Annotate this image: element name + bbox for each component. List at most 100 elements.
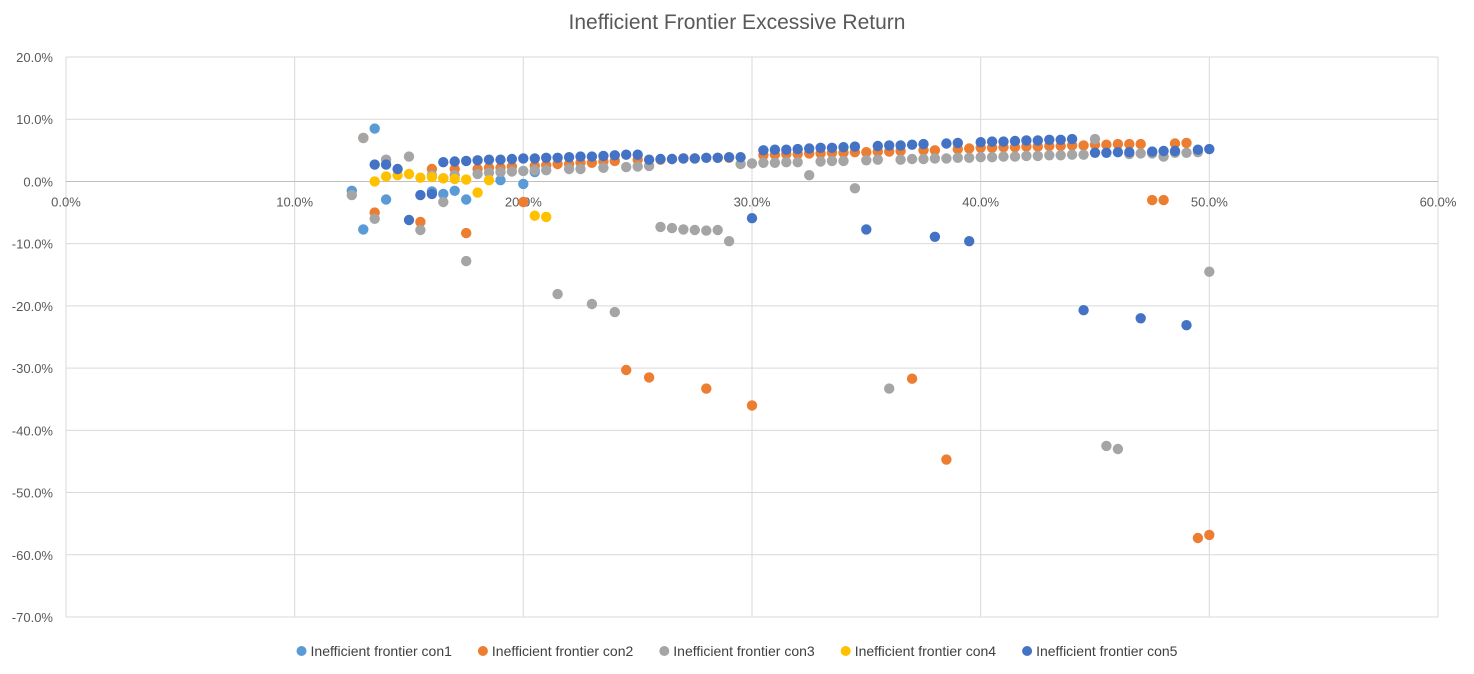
legend-label: Inefficient frontier con2	[492, 643, 634, 659]
data-point-con2	[1158, 194, 1169, 206]
data-point-con3	[712, 224, 723, 236]
data-point-con3	[758, 157, 769, 168]
data-point-con4	[541, 211, 552, 223]
data-point-con4	[472, 187, 483, 198]
data-point-con3	[529, 165, 540, 176]
legend-marker	[477, 646, 488, 656]
data-point-con2	[643, 372, 655, 383]
data-point-con4	[369, 176, 380, 187]
legend-item-con2: Inefficient frontier con2	[477, 643, 634, 659]
data-point-con5	[1032, 135, 1044, 146]
data-point-con3	[678, 224, 689, 235]
legend-item-con3: Inefficient frontier con3	[659, 643, 815, 659]
data-point-con2	[1135, 138, 1146, 150]
legend-item-con5: Inefficient frontier con5	[1022, 643, 1178, 659]
data-point-con5	[655, 153, 666, 165]
data-point-con5	[552, 152, 563, 163]
data-point-con5	[758, 145, 769, 156]
data-point-con5	[1135, 313, 1146, 324]
data-point-con5	[1112, 147, 1124, 158]
data-point-con5	[1055, 134, 1066, 145]
data-point-con1	[358, 224, 369, 235]
data-point-con5	[1078, 305, 1089, 316]
data-point-con3	[1009, 151, 1021, 162]
data-point-con5	[575, 151, 586, 162]
data-point-con3	[541, 165, 552, 176]
data-point-con1	[380, 194, 392, 205]
data-point-con5	[701, 152, 712, 163]
data-point-con5	[872, 140, 883, 152]
data-point-con2	[1078, 140, 1089, 151]
data-point-con5	[838, 142, 849, 153]
data-point-con5	[1044, 134, 1055, 145]
data-point-con5	[952, 137, 963, 149]
y-tick-label: -50.0%	[12, 486, 54, 501]
horizontal-gridlines	[66, 56, 1438, 618]
data-point-con5	[906, 139, 918, 150]
legend-label: Inefficient frontier con3	[673, 643, 815, 659]
data-point-con3	[1055, 150, 1066, 161]
data-point-con3	[1204, 266, 1215, 277]
data-point-con3	[838, 155, 849, 167]
data-point-con3	[415, 224, 426, 236]
data-point-con3	[998, 151, 1009, 162]
data-point-con4	[438, 173, 449, 184]
data-point-con5	[1192, 144, 1204, 155]
data-point-con1	[495, 175, 506, 186]
legend-marker	[659, 646, 670, 656]
data-point-con2	[929, 145, 941, 156]
data-point-con4	[415, 172, 426, 183]
data-point-con3	[586, 298, 598, 310]
data-point-con5	[1181, 320, 1192, 331]
data-point-con5	[769, 144, 781, 155]
data-point-con5	[643, 154, 655, 165]
data-point-con5	[483, 154, 495, 165]
x-tick-label: 30.0%	[734, 194, 771, 209]
data-point-con4	[380, 171, 392, 182]
y-tick-label: 20.0%	[16, 50, 53, 65]
data-point-con5	[369, 159, 380, 170]
data-point-con3	[1101, 440, 1112, 452]
data-point-con2	[746, 400, 758, 411]
y-tick-label: 10.0%	[16, 112, 53, 127]
data-point-con3	[861, 155, 872, 166]
data-point-con5	[975, 137, 986, 148]
legend-label: Inefficient frontier con5	[1036, 643, 1178, 659]
data-point-con2	[1192, 532, 1204, 544]
data-point-con5	[781, 144, 792, 155]
data-point-con3	[849, 183, 861, 194]
x-axis-tick-labels: 0.0%10.0%20.0%30.0%40.0%50.0%60.0%	[51, 194, 1457, 209]
data-point-con5	[621, 149, 632, 160]
y-tick-label: -60.0%	[12, 548, 54, 563]
y-tick-label: -10.0%	[12, 237, 54, 252]
data-point-con3	[746, 158, 758, 169]
data-point-con4	[461, 174, 472, 185]
data-point-con5	[1066, 133, 1078, 145]
data-point-con5	[1204, 143, 1215, 155]
legend-marker	[296, 646, 307, 656]
data-point-con3	[884, 383, 895, 394]
data-point-con3	[906, 153, 918, 165]
x-tick-label: 0.0%	[51, 194, 81, 209]
data-point-con5	[1124, 147, 1135, 158]
x-tick-label: 50.0%	[1191, 194, 1228, 209]
data-point-con1	[438, 188, 449, 200]
data-point-con1	[369, 123, 380, 134]
data-point-con3	[621, 161, 632, 173]
y-tick-label: -20.0%	[12, 299, 54, 314]
data-point-con2	[1101, 139, 1112, 150]
data-point-con5	[449, 156, 460, 167]
data-point-con3	[1112, 443, 1124, 455]
data-point-con5	[1147, 146, 1158, 157]
data-point-con4	[403, 168, 415, 180]
data-point-con5	[998, 136, 1009, 147]
data-point-con3	[575, 163, 586, 175]
data-point-con5	[403, 214, 415, 226]
data-point-con5	[609, 150, 620, 161]
data-point-con4	[449, 173, 460, 185]
data-point-con3	[461, 255, 472, 267]
data-point-con3	[598, 162, 609, 173]
data-point-con4	[483, 175, 495, 186]
data-point-con3	[701, 225, 712, 236]
data-point-con3	[609, 306, 620, 318]
